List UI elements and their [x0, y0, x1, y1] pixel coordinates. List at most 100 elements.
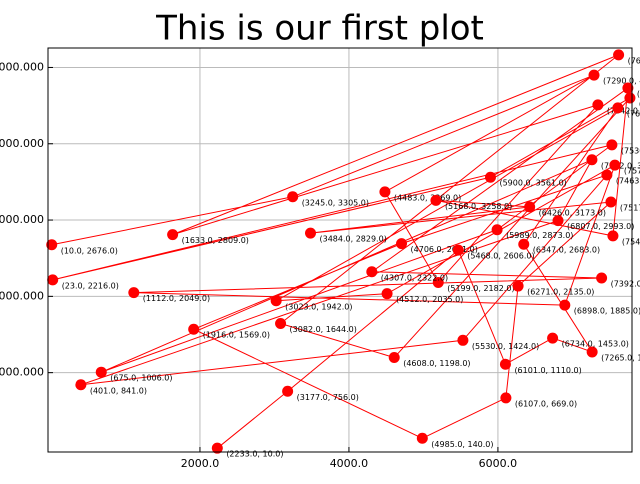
- point-label: (3245.0, 3305.0): [302, 198, 369, 207]
- point: [607, 230, 619, 242]
- point: [612, 102, 624, 114]
- point-label: (6271.0, 2135.0): [527, 288, 594, 297]
- point: [47, 274, 59, 286]
- point-label: (6101.0, 1110.0): [514, 366, 581, 375]
- point-label: (3082.0, 1644.0): [290, 325, 357, 334]
- point: [552, 215, 564, 227]
- y-tick-label: 4000.000: [0, 137, 44, 150]
- point-label: (6426.0, 3173.0): [539, 208, 606, 217]
- point: [624, 92, 636, 104]
- point: [605, 196, 617, 208]
- point-label: (4985.0, 140.0): [431, 440, 493, 449]
- point: [188, 323, 200, 335]
- point-label: (4608.0, 1198.0): [403, 359, 470, 368]
- point-label: (6107.0, 669.0): [515, 399, 577, 408]
- point-label: (7610.0, 4470.0): [627, 109, 640, 118]
- point-label: (5530.0, 1424.0): [472, 342, 539, 351]
- point: [622, 82, 634, 94]
- plot: (10.0, 2676.0) (3245.0, 3305.0) (7290.0, 4…: [46, 49, 640, 459]
- point: [305, 227, 317, 239]
- point: [366, 266, 378, 278]
- point: [500, 392, 512, 404]
- point-label: (7463.0, 3590.0): [616, 177, 640, 186]
- point-label: (6734.0, 1453.0): [562, 340, 629, 349]
- point: [484, 171, 496, 183]
- point: [596, 272, 608, 284]
- point-label: (1916.0, 1569.0): [203, 331, 270, 340]
- point-label: (6898.0, 1885.0): [574, 307, 640, 316]
- point-label: (5989.0, 2873.0): [506, 231, 573, 240]
- y-tick-label: 2000.000: [0, 289, 44, 302]
- point: [559, 299, 571, 311]
- point: [379, 186, 391, 198]
- point: [601, 169, 613, 181]
- point-label: (4307.0, 2322.0): [381, 273, 448, 282]
- point: [211, 442, 223, 454]
- point-label: (5168.0, 3258.0): [445, 202, 512, 211]
- point: [75, 379, 87, 391]
- point: [270, 295, 282, 307]
- point-label: (4706.0, 2691.0): [411, 245, 478, 254]
- point: [128, 287, 140, 299]
- point-label: (5199.0, 2182.0): [447, 284, 514, 293]
- point: [491, 224, 503, 236]
- point: [275, 318, 287, 330]
- x-tick-label: 6000.0: [479, 457, 518, 470]
- point-label: (5468.0, 2606.0): [467, 252, 534, 261]
- point: [167, 229, 179, 241]
- point: [606, 139, 618, 151]
- point: [524, 201, 536, 213]
- point-label: (3023.0, 1942.0): [285, 302, 352, 311]
- point: [396, 238, 408, 250]
- point-label: (7517.0, 3237.0): [620, 203, 640, 212]
- point: [457, 334, 469, 346]
- chart-title: This is our first plot: [155, 9, 484, 49]
- point: [381, 288, 393, 300]
- point: [609, 159, 621, 171]
- point: [95, 366, 107, 378]
- point: [592, 99, 604, 111]
- point-label: (7290.0, 4900.0): [603, 77, 640, 86]
- point-label: (5900.0, 3561.0): [499, 179, 566, 188]
- point-label: (7620.0, 5165.0): [628, 56, 640, 65]
- point-label: (1633.0, 2809.0): [182, 236, 249, 245]
- point: [46, 239, 58, 251]
- point-label: (23.0, 2216.0): [62, 281, 119, 290]
- point: [432, 276, 444, 288]
- point: [518, 238, 530, 250]
- point: [416, 432, 428, 444]
- point: [586, 346, 598, 358]
- plot-frame: [47, 47, 633, 453]
- point-label: (2233.0, 10.0): [226, 450, 283, 459]
- point-label: (6347.0, 2683.0): [533, 246, 600, 255]
- y-tick-label: 3000.000: [0, 213, 44, 226]
- point-label: (7342.0, 4510.0): [607, 106, 640, 115]
- point: [388, 352, 400, 364]
- point: [547, 332, 559, 344]
- point: [499, 358, 511, 370]
- point: [430, 194, 442, 206]
- point-label: (6807.0, 2993.0): [567, 222, 634, 231]
- point: [282, 385, 294, 397]
- point-label: (7392.0, 2241.0): [611, 279, 640, 288]
- point-label: (3484.0, 2829.0): [320, 235, 387, 244]
- point-label: (1112.0, 2049.0): [143, 294, 210, 303]
- x-tick-label: 2000.0: [181, 457, 220, 470]
- point: [452, 244, 464, 256]
- y-tick-label: 1000.000: [0, 366, 44, 379]
- point-label: (3177.0, 756.0): [297, 393, 359, 402]
- point-label: (4512.0, 2035.0): [396, 295, 463, 304]
- point-label: (401.0, 841.0): [90, 386, 147, 395]
- point-label: (7772.0, 4600.0): [639, 99, 640, 108]
- point-label: (675.0, 1006.0): [110, 374, 172, 383]
- point-label: (7262.0, 3790.0): [601, 161, 640, 170]
- point-label: (7544.0, 2792.0): [622, 237, 640, 246]
- point-label: (7265.0, 1271.0): [601, 353, 640, 362]
- point-label: (7745.0, 4730.0): [637, 90, 640, 99]
- x-tick-label: 4000.0: [330, 457, 369, 470]
- point: [613, 49, 625, 61]
- point-label: (10.0, 2676.0): [61, 246, 118, 255]
- point-label: (4483.0, 3369.0): [394, 193, 461, 202]
- y-tick-label: 5000.000: [0, 60, 44, 73]
